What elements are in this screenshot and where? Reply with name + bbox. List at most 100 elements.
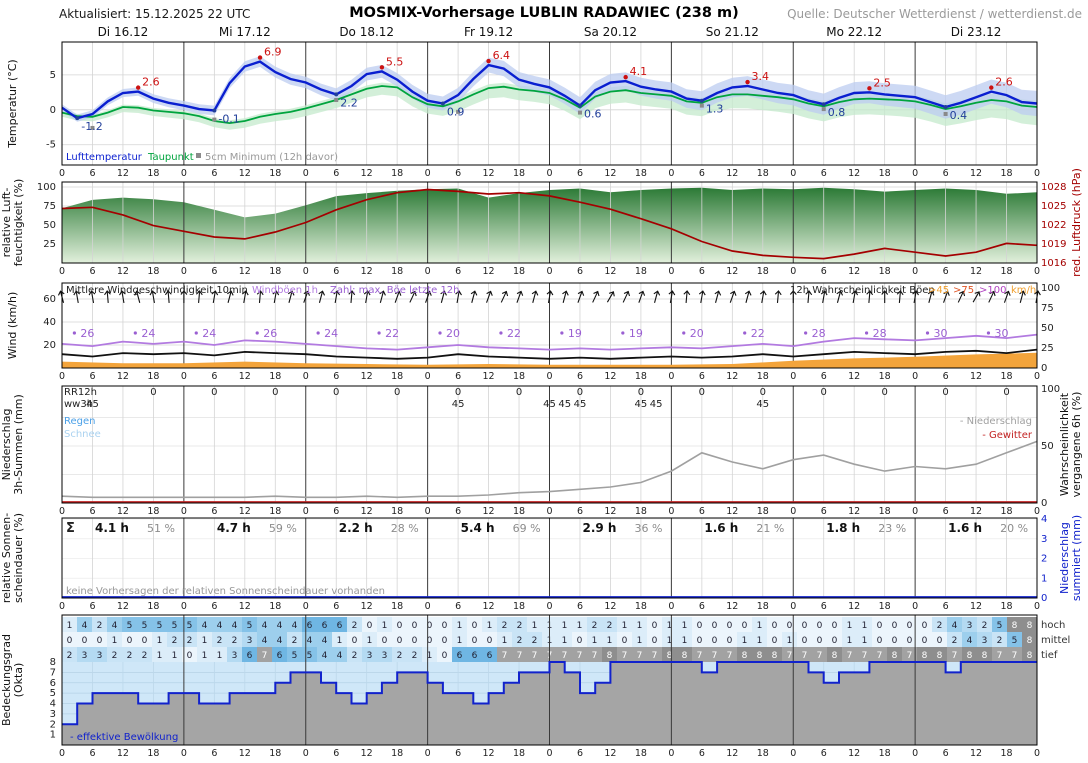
daily-min-label: 0.4 [950,109,968,122]
cloud-layer-cell [977,632,992,647]
cloud-layer-value: 7 [262,651,268,661]
daily-max-dot [623,74,628,80]
hour-tick-label: 0 [181,748,187,759]
hour-tick-label: 18 [757,601,769,612]
gust-number-dot [986,331,991,335]
hour-tick-label: 12 [848,601,860,612]
cloud-layer-cell [857,632,872,647]
cloud-layer-value: 2 [517,621,523,631]
wind-arrow-icon [1003,290,1011,303]
precip-sum-tick-label: 2 [1041,554,1047,565]
cloud-layer-value: 0 [412,636,418,646]
cloud-layer-value: 8 [667,651,673,661]
wind-arrow-icon [149,290,157,304]
cloud-layer-cell [677,647,692,662]
panel-frame [61,385,1038,504]
day-labels-row: Di 16.12 Mi 17.12 Do 18.12 Fr 19.12 Sa 20.12… [98,25,1002,39]
dewpoint-line [61,85,1038,125]
ww3h-value: 45 [452,399,465,410]
cloud-layer-cell [932,617,947,632]
cloud-layer-value: 5 [307,651,313,661]
wind-arrow-icon [470,290,478,303]
axis-title: (Okta) [12,663,25,698]
hour-tick-label: 0 [1034,168,1040,179]
okta-tick-label: 6 [50,678,56,689]
daily-min-label: -0.1 [218,112,239,125]
cloud-layer-value: 7 [862,651,868,661]
humidity-tick-label: 75 [43,201,56,212]
cloud-layer-value: 0 [397,636,403,646]
hour-tick-label: 0 [546,371,552,382]
cloud-layer-cell [572,632,587,647]
daily-min-dot [75,116,80,121]
cloud-layer-cell [632,632,647,647]
cloud-layer-cell [602,632,617,647]
cloud-layer-value: 5 [157,621,163,631]
hour-tick-label: 6 [821,748,827,759]
ww3h-row-label: ww3h [64,399,93,410]
cloud-layer-cell [242,647,257,662]
axis-title: red. Luftdruck (hPa) [1070,168,1083,277]
hour-tick-label: 6 [89,506,95,517]
hour-tick-label: 6 [455,748,461,759]
cloud-layer-value: 1 [502,636,508,646]
gust-number-dot [864,331,869,335]
cloud-layer-value: 7 [637,651,643,661]
hour-tick-label: 6 [333,266,339,277]
hour-tick-label: 12 [117,506,129,517]
cloud-layer-value: 0 [772,636,778,646]
hour-tick-label: 6 [821,601,827,612]
cloud-layer-cell [452,617,467,632]
wind-arrow-icon [943,290,950,303]
hour-tick-label: 6 [577,168,583,179]
cloud-layer-cell [632,617,647,632]
sunshine-hours-value: 1.6 h [704,521,738,535]
cloud-layer-value: 6 [472,651,478,661]
hour-tick-label: 6 [699,748,705,759]
axis-title: 3h-Summen (mm) [12,394,25,495]
cloud-row-label: hoch [1041,620,1065,631]
hour-tick-label: 0 [425,168,431,179]
day-label: Sa 20.12 [584,25,637,39]
legend-wind-mean: Mittlere Windgeschwindigkeit 10min [66,285,248,296]
cloud-layer-value: 8 [1027,651,1033,661]
cloud-layer-cell [452,647,467,662]
cloud-layer-value: 2 [412,651,418,661]
cloud-layer-value: 1 [637,636,643,646]
hour-tick-label: 6 [89,748,95,759]
cloud-layer-cell [152,647,167,662]
wind-arrow-icon [972,291,981,303]
hour-tick-label: 18 [391,506,403,517]
cloud-layer-value: 0 [577,636,583,646]
hour-tick-label: 18 [513,506,525,517]
cloud-layer-value: 2 [592,621,598,631]
y-tick-label: 0 [50,105,56,116]
cloud-layer-cell [737,647,752,662]
wind-arrow-icon [774,290,782,304]
cloud-layer-value: 0 [472,636,478,646]
cloud-layer-value: 0 [367,621,373,631]
hour-tick-label: 18 [1000,168,1012,179]
cloud-layer-value: 0 [727,621,733,631]
cloud-layer-value: 2 [127,651,133,661]
cloud-layer-cell [497,617,512,632]
cloud-layer-cell [167,632,182,647]
axis-title: Bedeckungsgrad [0,634,13,726]
rr12h-value: 0 [821,387,827,398]
hour-tick-label: 18 [513,371,525,382]
hour-tick-label: 0 [790,168,796,179]
cloud-layer-cell [197,617,212,632]
cloud-layer-cell [92,647,107,662]
cloud-layer-cell [167,647,182,662]
cloud-layer-cell [287,647,302,662]
gust-number-dot [621,331,625,335]
hour-tick-label: 0 [546,506,552,517]
hour-tick-label: 12 [361,168,373,179]
cloud-layer-value: 2 [97,621,103,631]
cloud-layer-value: 3 [967,621,973,631]
rr12h-value: 0 [760,387,766,398]
cloud-layer-cell [797,632,812,647]
hour-tick-label: 0 [181,371,187,382]
daily-min-dot [821,102,826,107]
cloud-layer-value: 0 [922,621,928,631]
